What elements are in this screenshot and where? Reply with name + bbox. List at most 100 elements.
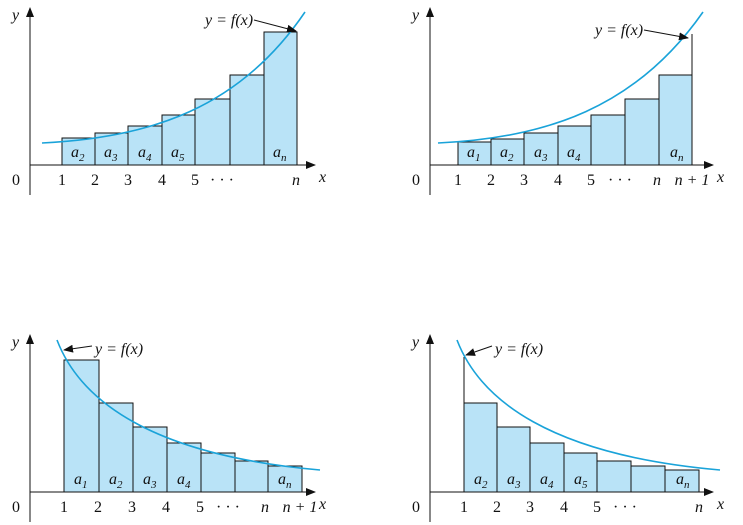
term-subscript: 4: [575, 152, 581, 164]
term-rectangle: [229, 74, 265, 166]
curve-label-arrow: [465, 345, 493, 356]
term-base: a: [138, 144, 146, 161]
term-rectangle: [658, 74, 693, 166]
x-axis-label: x: [716, 496, 724, 513]
term-rectangle: [630, 465, 666, 493]
tick-label: 1: [60, 499, 68, 516]
curve: [456, 339, 721, 471]
tick-label: 1: [58, 172, 66, 189]
tick-label: 2: [487, 172, 495, 189]
term-rectangle: [590, 114, 626, 166]
x-axis-label: x: [318, 169, 326, 186]
term-rectangle: [61, 137, 96, 166]
term-rectangle: [463, 402, 498, 493]
term-subscript: 3: [541, 152, 548, 164]
term-label: a3: [104, 144, 118, 164]
tick-label: n: [653, 172, 661, 189]
curve: [41, 11, 306, 144]
term-base: a: [71, 144, 79, 161]
term-base: a: [500, 144, 508, 161]
term-base: a: [104, 144, 112, 161]
tick-label: 2: [493, 499, 501, 516]
term-rectangle: [557, 125, 592, 166]
tick-label: 3: [128, 499, 136, 516]
term-label: an: [676, 471, 690, 491]
term-base: a: [171, 144, 179, 161]
y-axis-label: y: [410, 7, 420, 24]
term-subscript: 2: [508, 152, 514, 164]
term-label: a5: [171, 144, 185, 164]
tick-label: n: [695, 499, 703, 516]
tick-label: n + 1: [283, 499, 318, 516]
term-rectangle: [529, 442, 565, 493]
origin-label: 0: [412, 172, 420, 189]
term-label: a3: [507, 471, 521, 491]
term-label: an: [278, 471, 292, 491]
term-base: a: [467, 144, 475, 161]
term-label: a2: [500, 144, 514, 164]
panel: yx0 1 2 3 4 5 · · · n n + 1a1 a2 a3 a4 any = f(x): [10, 334, 326, 522]
term-subscript: 3: [150, 479, 157, 491]
term-label: an: [273, 144, 287, 164]
term-base: a: [540, 471, 548, 488]
curve-label-arrow: [63, 344, 93, 353]
tick-label: 4: [162, 499, 170, 516]
tick-label: · · ·: [613, 499, 637, 516]
term-label: a1: [467, 144, 481, 164]
tick-label: 5: [587, 172, 595, 189]
tick-label: · · ·: [216, 499, 240, 516]
y-axis-label: y: [10, 334, 20, 351]
term-subscript: 5: [179, 152, 185, 164]
term-label: a2: [474, 471, 488, 491]
tick-label: 2: [94, 499, 102, 516]
y-axis-label: y: [410, 334, 420, 351]
tick-label: 1: [454, 172, 462, 189]
term-label: a2: [71, 144, 85, 164]
term-subscript: 4: [146, 152, 152, 164]
term-rectangle: [132, 426, 168, 493]
term-subscript: 4: [548, 479, 554, 491]
term-subscript: n: [684, 479, 690, 491]
tick-label: 4: [158, 172, 166, 189]
term-rectangle: [94, 132, 129, 166]
tick-label: 3: [124, 172, 132, 189]
tick-label: n: [292, 172, 300, 189]
panel: yx0 1 2 3 4 5 · · · na2 a3 a4 a5 any = f(x): [10, 7, 326, 195]
panel: yx0 1 2 3 4 5 · · · na2 a3 a4 a5 any = f(x): [410, 334, 724, 522]
term-label: a2: [109, 471, 123, 491]
term-base: a: [676, 471, 684, 488]
term-rectangle: [496, 426, 531, 493]
tick-label: · · ·: [210, 172, 234, 189]
curve: [56, 339, 321, 471]
x-axis-label: x: [716, 169, 724, 186]
curve: [437, 11, 704, 144]
curve-label: y = f(x): [203, 12, 253, 29]
curve-label: y = f(x): [93, 341, 143, 358]
curve-label: y = f(x): [593, 22, 643, 39]
x-axis-label: x: [318, 496, 326, 513]
term-subscript: 2: [79, 152, 85, 164]
tick-label: 3: [520, 172, 528, 189]
origin-label: 0: [12, 172, 20, 189]
term-subscript: 1: [475, 152, 481, 164]
term-subscript: 1: [82, 479, 88, 491]
tick-label: n + 1: [675, 172, 710, 189]
term-base: a: [177, 471, 185, 488]
curve-label: y = f(x): [493, 341, 543, 358]
tick-label: 1: [460, 499, 468, 516]
curve-label-arrow: [253, 19, 297, 33]
term-subscript: 2: [117, 479, 123, 491]
term-subscript: n: [281, 152, 287, 164]
term-rectangle: [490, 138, 525, 166]
term-rectangle: [200, 452, 236, 493]
term-label: a4: [540, 471, 554, 491]
term-rectangle: [596, 460, 632, 493]
term-rectangle: [563, 452, 598, 493]
term-base: a: [143, 471, 151, 488]
tick-label: 5: [196, 499, 204, 516]
term-label: a4: [177, 471, 191, 491]
tick-label: · · ·: [608, 172, 632, 189]
term-label: a3: [143, 471, 157, 491]
term-rectangle: [234, 460, 269, 493]
